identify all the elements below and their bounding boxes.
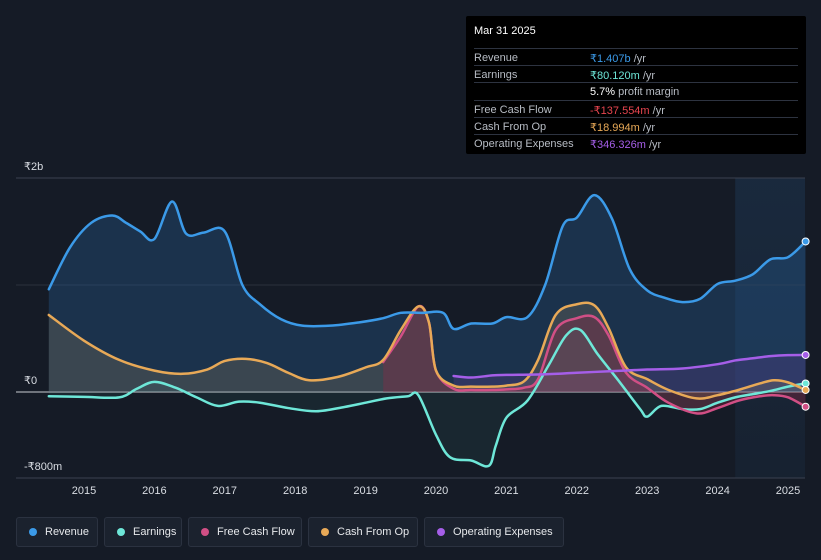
legend-dot-icon: [321, 528, 329, 536]
tooltip-unit: /yr: [649, 104, 665, 117]
x-tick-label: 2022: [564, 485, 590, 497]
series-end-markers: [801, 237, 810, 411]
tooltip-row: 5.7% profit margin: [474, 82, 798, 100]
tooltip-row-value: ₹80.120m /yr: [590, 69, 655, 82]
legend-item-cash-from-op[interactable]: Cash From Op: [308, 517, 418, 547]
legend-label: Revenue: [45, 526, 90, 538]
tooltip-row-label: Free Cash Flow: [474, 103, 552, 116]
legend-item-earnings[interactable]: Earnings: [104, 517, 182, 547]
tooltip-unit: /yr: [645, 139, 662, 151]
tooltip-row-label: Earnings: [474, 69, 518, 82]
legend-label: Free Cash Flow: [217, 526, 295, 538]
tooltip-value: ₹346.326m: [590, 139, 646, 151]
legend-dot-icon: [117, 528, 125, 536]
tooltip-unit: /yr: [639, 70, 656, 83]
tooltip-unit: profit margin: [615, 86, 680, 99]
cash-from-op-end-marker: [801, 385, 810, 394]
free-cash-flow-end-marker: [801, 402, 810, 411]
tooltip-value: ₹80.120m: [590, 70, 640, 83]
x-tick-label: 2019: [353, 485, 378, 497]
tooltip-row-value: 5.7% profit margin: [590, 86, 679, 98]
legend-dot-icon: [437, 528, 445, 536]
tooltip-unit: /yr: [630, 53, 646, 65]
revenue-area: [48, 195, 806, 392]
cash-from-op-area: [48, 302, 806, 399]
legend-dot-icon: [29, 528, 37, 536]
x-tick-label: 2020: [423, 485, 449, 497]
earnings-line: [47, 327, 807, 468]
operating-expenses-end-marker: [801, 350, 810, 359]
x-tick-label: 2024: [705, 485, 730, 497]
x-tick-label: 2017: [212, 485, 238, 497]
tooltip-row-label: Cash From Op: [474, 120, 547, 133]
legend-item-revenue[interactable]: Revenue: [16, 517, 98, 547]
free-cash-flow-area: [383, 305, 806, 414]
x-tick-label: 2018: [282, 485, 308, 497]
tooltip-value: -₹137.554m: [590, 104, 650, 117]
tooltip-row: Revenue ₹1.407b /yr: [474, 48, 798, 66]
x-tick-label: 2023: [634, 485, 660, 497]
tooltip-value: ₹1.407b: [590, 53, 631, 65]
tooltip-row-value: ₹1.407b /yr: [590, 52, 646, 65]
legend-label: Operating Expenses: [453, 526, 553, 538]
tooltip-row-value: -₹137.554m /yr: [590, 104, 665, 117]
y-tick-label-top: ₹2b: [24, 161, 44, 173]
y-tick-label-zero: ₹0: [24, 375, 38, 387]
tooltip-row-label: Revenue: [474, 52, 519, 64]
forecast-region: [735, 178, 805, 478]
legend-dot-icon: [201, 528, 209, 536]
earnings-area: [48, 328, 806, 467]
legend-label: Earnings: [133, 526, 177, 538]
tooltip-row: Cash From Op ₹18.994m /yr: [474, 116, 798, 135]
operating-expenses-line: [452, 353, 807, 379]
earnings-end-marker: [801, 379, 810, 388]
series-lines: [47, 193, 807, 468]
tooltip-row: Free Cash Flow -₹137.554m /yr: [474, 99, 798, 118]
tooltip-panel: Mar 31 2025 Revenue ₹1.407b /yr Earnings ₹8…: [466, 16, 806, 154]
x-tick-label: 2016: [142, 485, 167, 497]
cash-from-op-line: [47, 301, 807, 400]
tooltip-row: Earnings ₹80.120m /yr: [474, 65, 798, 83]
y-tick-label-bottom: -₹800m: [24, 461, 63, 473]
tooltip-date: Mar 31 2025: [474, 25, 536, 37]
tooltip-row-value: ₹346.326m /yr: [590, 138, 661, 151]
legend-item-operating-expenses[interactable]: Operating Expenses: [424, 517, 564, 547]
tooltip-row: Operating Expenses ₹346.326m /yr: [474, 134, 798, 152]
tooltip-unit: /yr: [639, 121, 656, 134]
tooltip-row-label: Operating Expenses: [474, 138, 574, 150]
tooltip-value: 5.7%: [590, 86, 616, 99]
series-areas: [48, 195, 806, 467]
revenue-line: [47, 193, 807, 331]
x-tick-label: 2025: [775, 485, 801, 497]
tooltip-value: ₹18.994m: [590, 121, 640, 134]
tooltip-row-value: ₹18.994m /yr: [590, 121, 655, 134]
legend-label: Cash From Op: [337, 526, 410, 538]
revenue-end-marker: [801, 237, 810, 246]
x-tick-label: 2015: [71, 485, 97, 497]
x-tick-label: 2021: [494, 485, 519, 497]
legend-item-free-cash-flow[interactable]: Free Cash Flow: [188, 517, 302, 547]
